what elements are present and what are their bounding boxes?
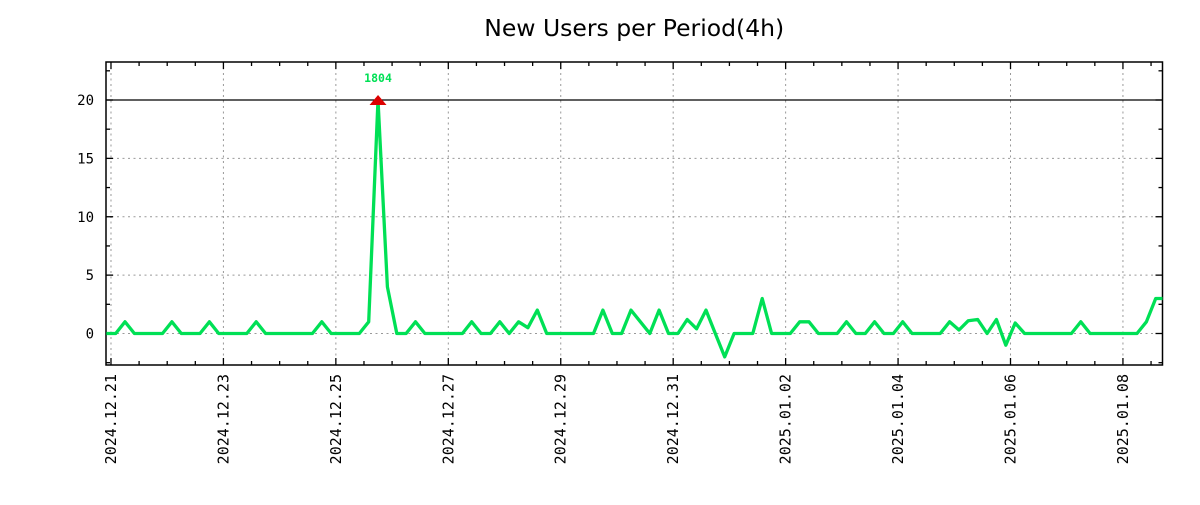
- y-axis-label: 5: [86, 268, 94, 284]
- x-axis-label: 2025.01.02: [777, 374, 795, 464]
- y-axis-label: 0: [86, 327, 94, 343]
- x-axis-label: 2024.12.29: [552, 374, 570, 464]
- y-axis-label: 10: [77, 210, 94, 226]
- x-axis-label: 2024.12.25: [327, 374, 345, 464]
- y-axis-label: 20: [77, 93, 94, 109]
- x-axis-label: 2024.12.23: [214, 374, 232, 464]
- peak-annotation: 1804: [364, 71, 392, 85]
- plot-border: [105, 61, 1164, 366]
- x-axis-label: 2025.01.04: [889, 374, 907, 464]
- peak-marker-icon: [369, 95, 387, 105]
- x-axis-label: 2024.12.27: [439, 374, 457, 464]
- series-line: [106, 98, 1163, 359]
- x-axis-label: 2025.01.08: [1114, 374, 1132, 464]
- x-axis-label: 2024.12.21: [102, 374, 120, 464]
- chart-title: New Users per Period(4h): [484, 14, 784, 42]
- y-axis-label: 15: [77, 151, 94, 167]
- x-axis-label: 2025.01.06: [1002, 374, 1020, 464]
- x-axis-label: 2024.12.31: [664, 374, 682, 464]
